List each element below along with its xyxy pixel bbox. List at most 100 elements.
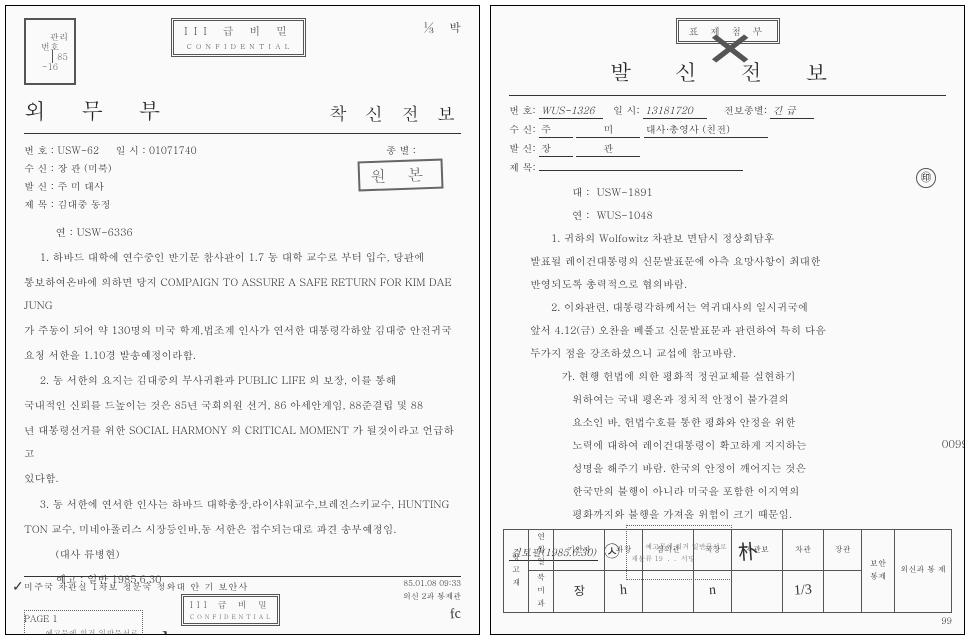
num: WUS-1326: [539, 102, 603, 119]
cell: [731, 571, 782, 612]
pga6: 한국만의 불행이 아니라 미국을 포함한 이지역의: [572, 483, 799, 498]
pga4: 노력에 대하여 레이건대통령이 확고하게 지지하는: [572, 437, 807, 452]
from-label: 발 신 :: [24, 179, 54, 193]
cell: 심의관: [642, 529, 693, 570]
orig-stamp-text: 원 본: [370, 161, 432, 186]
hand-mark-2: 박: [449, 19, 461, 36]
pga2: 위하여는 국내 평온과 정치적 안정이 불가결의: [572, 391, 789, 406]
to-b: 미: [576, 121, 640, 138]
ref2: WUS-1048: [597, 207, 653, 222]
date: 13181720: [643, 102, 707, 119]
from: 주 미 대사: [57, 179, 104, 193]
p3a: 3. 동 서한에 연서한 인사는 하바드 대학총장,라이샤워교수,브레진스키교수…: [40, 496, 450, 511]
body: 대 : USW-1891 연 : WUS-1048 1. 귀하의 Wolfowi…: [509, 181, 946, 524]
to-label: 수 신:: [509, 122, 536, 136]
ref1l: 대 :: [572, 184, 590, 199]
p2a: 2. 동 서한의 요지는 김대중의 무사귀환과 PUBLIC LIFE 의 보장…: [40, 372, 396, 387]
to-label: 수 신 :: [24, 161, 54, 175]
p1c: 가 주동이 되어 약 130명의 미국 학계,법조계 인사가 연서한 대통령각하…: [24, 322, 452, 337]
cell: n: [694, 571, 732, 612]
cell: h: [605, 571, 643, 612]
pga5: 성명을 해주기 바람. 한국의 안정이 깨어지는 것은: [572, 460, 806, 475]
to: 장 관 (미북): [57, 161, 111, 175]
cell: 장: [554, 571, 605, 612]
cell: 기안자: [554, 529, 605, 570]
to-c: 대사·총영사 (친전): [644, 121, 768, 138]
approval-table: 앙 고 재 연 월 일 기안자 과장 심의관 국장 차관보 차관 장관 보안 통…: [503, 529, 952, 613]
sign: (대사 류병현): [56, 546, 120, 561]
p1c: 반영되도록 총력적으로 협의바람.: [530, 276, 687, 291]
num-label: 번 호:: [509, 103, 536, 117]
subj-label: 제 목:: [509, 160, 536, 174]
tick-mark: ✓: [12, 574, 24, 596]
p2b: 국내적인 신뢰를 드높이는 것은 85년 국회의원 선거, 86 아세안게임, …: [24, 397, 423, 412]
cell: [824, 571, 862, 612]
right-document: 표 제 첨 부 ✕ 발 신 전 보 번 호: WUS-1326 일 시: 131…: [490, 5, 965, 635]
footer-ts: 85.01.08 09:33: [403, 578, 461, 591]
confidential-stamp: III 급 비 밀 C O N F I D E N T I A L: [171, 18, 306, 57]
page-side: 0099: [942, 436, 965, 454]
p2c: 두가지 점을 강조하셨으니 교섭에 참고바람.: [530, 345, 736, 360]
left-document: 관리 번호 85 -16 III 급 비 밀 C O N F I D E N T…: [5, 5, 480, 635]
p1a: 1. 귀하의 Wolfowitz 차관보 면담시 정상회담후: [551, 230, 774, 245]
date-label: 일 시:: [613, 103, 640, 117]
to-a: 주: [539, 121, 573, 138]
class-val: 긴 급: [770, 102, 814, 119]
subj: [539, 170, 743, 171]
orig-stamp: 원 본: [358, 158, 444, 191]
meta-block: 번 호 : USW-62 일 시 : 01071740 수 신 : 장 관 (미…: [24, 140, 461, 214]
table-row: 앙 고 재 연 월 일 기안자 과장 심의관 국장 차관보 차관 장관 보안 통…: [504, 529, 952, 570]
confid-en: C O N F I D E N T I A L: [184, 41, 293, 52]
num-label: 번 호 :: [24, 143, 54, 157]
p2c: 년 대통령선거를 위한 SOCIAL HARMONY 의 CRITICAL MO…: [24, 422, 454, 460]
top-stamp-area: 표 제 첨 부 ✕: [509, 18, 946, 44]
cell: 앙 고 재: [504, 529, 529, 612]
p1b: 통보하여온바에 의하면 당지 COMPAIGN TO ASSURE A SAFE…: [24, 274, 452, 312]
footer-confid-kr: III 급 비 밀: [190, 598, 271, 612]
cell: 차관: [783, 529, 824, 570]
num: USW-62: [57, 143, 99, 157]
mgmt-stamp: 관리 번호 85 -16: [24, 18, 76, 85]
class-label: 전보종별:: [724, 103, 767, 117]
x-icon: ✕: [703, 8, 755, 85]
cell: 국장: [694, 529, 732, 570]
body: 연 : USW-6336 1. 하바드 대학에 연수중인 반기문 참사관이 1.…: [24, 220, 461, 590]
class-label: 종 별 :: [386, 143, 416, 157]
from-label: 발 신:: [509, 141, 536, 155]
cell: 보안 통제: [862, 529, 895, 612]
footer: PAGE 1 III 급 비 밀 C O N F I D E N T I A L…: [24, 578, 461, 626]
cell: 북 미 과: [529, 571, 554, 612]
title-row: 외 무 부 착 신 전 보: [24, 93, 461, 128]
declass-text: 예고문에 의거 일반문서로 재분류 1985.6.30 서명: [29, 628, 138, 635]
cell: 1/3: [783, 571, 824, 612]
footer-src: 외신 2과 통제관: [403, 591, 461, 604]
doc-type: 착 신 전 보: [329, 100, 461, 129]
header-row: 관리 번호 85 -16 III 급 비 밀 C O N F I D E N T…: [24, 18, 461, 85]
cell: 장관: [824, 529, 862, 570]
cell: 과장: [605, 529, 643, 570]
subj: 김대중 동정: [57, 197, 110, 211]
p2b: 앞서 4.12(금) 오찬을 베풀고 신문발표문과 관련하여 특히 다음: [530, 322, 826, 337]
from-b: 관: [576, 140, 640, 157]
hand-mark-1: ⅓: [423, 19, 435, 36]
mgmt-stamp-value: 85 -16: [42, 50, 68, 73]
page-label: PAGE 1: [24, 612, 58, 626]
from-a: 장: [539, 140, 573, 157]
confid-kr: III 급 비 밀: [184, 23, 293, 41]
meta-block: 번 호: WUS-1326 일 시: 13181720 전보종별: 긴 급 수 …: [509, 102, 946, 175]
ref2l: 연 :: [572, 207, 590, 222]
subj-label: 제 목 :: [24, 197, 54, 211]
p1b: 발표될 레이건대통령의 신문발표문에 아측 요망사항이 최대한: [530, 253, 820, 268]
p2d: 있다함.: [24, 470, 59, 485]
circle-stamp-icon: ㊞: [916, 168, 936, 188]
pga3: 요소인 바, 헌법수호를 통한 평화와 안정을 위한: [572, 414, 796, 429]
dept-title: 외 무 부: [24, 93, 175, 128]
pga1: 가. 현행 헌법에 의한 평화적 정권교체를 실현하기: [562, 368, 796, 383]
p3b: TON 교수, 미네아폴리스 시장등인바,동 서한은 접수되는대로 파견 송부예…: [24, 521, 396, 536]
p1a: 1. 하바드 대학에 연수중인 반기문 참사관이 1.7 동 대학 교수로 부터…: [40, 249, 425, 264]
page-bottom: 99: [941, 614, 952, 627]
ref1: USW-1891: [597, 184, 653, 199]
p2a: 2. 이와관련, 대통령각하께서는 역귀대사의 일시귀국에: [551, 299, 808, 314]
ref: 연 : USW-6336: [56, 224, 133, 239]
footer-confid-en: C O N F I D E N T I A L: [190, 612, 271, 622]
